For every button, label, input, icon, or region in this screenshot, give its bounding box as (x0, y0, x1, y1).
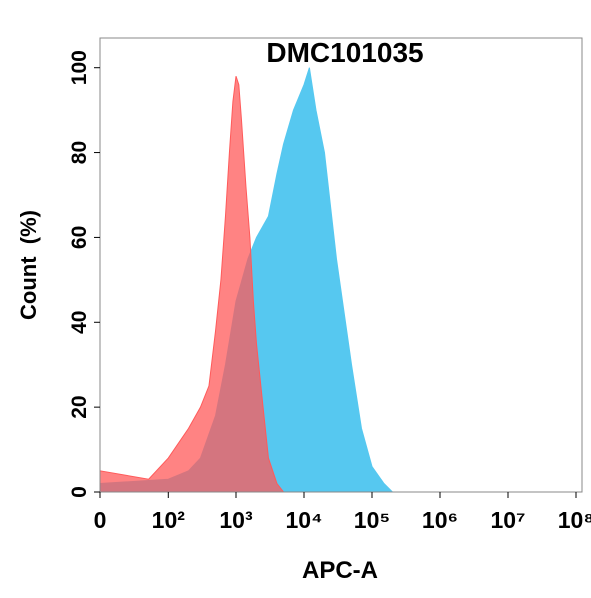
chart-title: DMC101035 (266, 37, 423, 68)
x-axis-label: APC-A (302, 557, 378, 584)
x-tick-label: 10⁵ (354, 507, 390, 533)
y-tick-label: 60 (68, 226, 91, 249)
y-axis-label: Count (%) (16, 210, 41, 320)
y-tick-label: 20 (68, 395, 91, 418)
x-tick-label: 10⁷ (490, 507, 525, 533)
y-tick-label: 100 (68, 50, 91, 85)
y-tick-label: 80 (68, 141, 91, 164)
x-tick-label: 0 (94, 507, 107, 533)
plot-frame (99, 37, 583, 493)
y-tick-label: 40 (68, 311, 91, 334)
y-tick-label: 0 (68, 486, 91, 498)
x-tick-label: 10³ (219, 507, 253, 533)
x-tick-label: 10² (152, 507, 186, 533)
histogram-area (99, 76, 285, 493)
x-tick-label: 10⁶ (422, 507, 458, 533)
x-tick-label: 10⁸ (558, 507, 591, 533)
x-tick-label: 10⁴ (286, 507, 323, 533)
